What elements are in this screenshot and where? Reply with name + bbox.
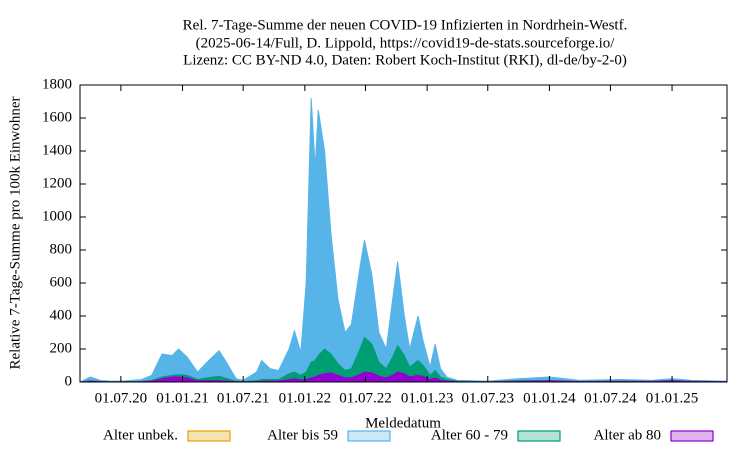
y-axis-label: Relative 7-Tage-Summe pro 100k Einwohner bbox=[7, 96, 23, 369]
y-tick-label: 600 bbox=[50, 274, 73, 290]
y-tick-label: 1600 bbox=[42, 109, 72, 125]
x-axis-label: Meldedatum bbox=[365, 415, 441, 431]
chart-title: Rel. 7-Tage-Summe der neuen COVID-19 Inf… bbox=[183, 17, 628, 33]
x-tick-label: 01.07.24 bbox=[584, 390, 637, 406]
x-tick-label: 01.01.24 bbox=[523, 390, 576, 406]
x-tick-label: 01.01.21 bbox=[156, 390, 209, 406]
legend-swatch bbox=[187, 430, 231, 442]
x-tick-label: 01.01.23 bbox=[401, 390, 454, 406]
legend-label: Alter 60 - 79 bbox=[431, 427, 508, 443]
x-tick-label: 01.07.22 bbox=[339, 390, 392, 406]
legend-swatch bbox=[517, 430, 561, 442]
legend-label: Alter ab 80 bbox=[594, 427, 661, 443]
area bbox=[79, 98, 728, 383]
legend-label: Alter bis 59 bbox=[267, 427, 338, 443]
legend-label: Alter unbek. bbox=[103, 427, 178, 443]
legend-swatch bbox=[347, 430, 391, 442]
y-tick-label: 0 bbox=[65, 373, 73, 389]
area bbox=[79, 371, 728, 383]
y-tick-label: 1800 bbox=[42, 76, 72, 92]
y-tick-label: 800 bbox=[50, 241, 73, 257]
x-tick-label: 01.07.21 bbox=[217, 390, 270, 406]
x-tick-label: 01.07.20 bbox=[95, 390, 148, 406]
x-tick-label: 01.07.23 bbox=[462, 390, 515, 406]
chart-title: Lizenz: CC BY-ND 4.0, Daten: Robert Koch… bbox=[183, 52, 627, 68]
y-tick-label: 200 bbox=[50, 340, 73, 356]
x-tick-label: 01.01.22 bbox=[279, 390, 332, 406]
y-tick-label: 1400 bbox=[42, 142, 72, 158]
area bbox=[79, 336, 728, 383]
x-tick-label: 01.01.25 bbox=[646, 390, 699, 406]
chart-title: (2025-06-14/Full, D. Lippold, https://co… bbox=[196, 35, 616, 51]
y-tick-label: 1000 bbox=[42, 208, 72, 224]
y-tick-label: 400 bbox=[50, 307, 73, 323]
legend-swatch bbox=[670, 430, 714, 442]
y-tick-label: 1200 bbox=[42, 175, 72, 191]
plot-frame bbox=[79, 84, 728, 383]
